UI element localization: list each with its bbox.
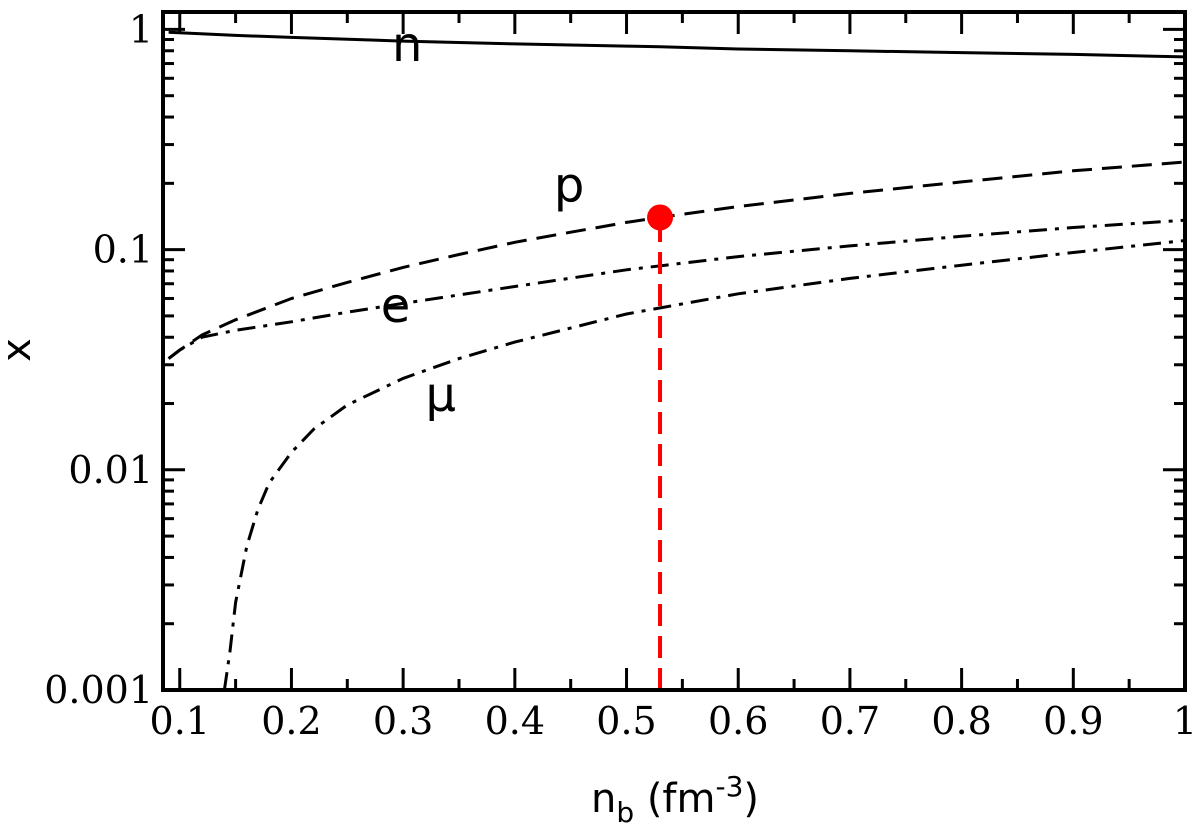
y-tick-label: 0.001 [44, 668, 153, 712]
series-layer [167, 30, 1186, 691]
marker-point [647, 204, 674, 231]
series-label-n: n [392, 17, 422, 73]
series-line-n [168, 30, 1186, 59]
y-tick-label: 0.01 [68, 448, 153, 492]
series-label-e: e [381, 278, 411, 334]
x-tick-label: 0.7 [820, 699, 880, 743]
y-tick-label: 0.1 [93, 228, 153, 272]
x-tick-label: 0.1 [150, 699, 210, 743]
y-tick-label: 1 [129, 7, 153, 51]
series-line-p [167, 160, 1186, 360]
x-axis-label-main: n [591, 776, 616, 822]
y-axis-label: x [0, 338, 40, 362]
x-tick-label: 1 [1173, 699, 1197, 743]
series-label-mu: μ [425, 367, 456, 423]
tick-labels-layer: 0.1 0.2 0.3 0.4 0.5 0.6 0.7 0.8 0.9 1 0.001 0.01 0.1… [44, 7, 1197, 743]
x-tick-label: 0.4 [485, 699, 545, 743]
series-label-p: p [554, 158, 584, 214]
series-labels-layer: n p eμ [381, 17, 585, 423]
x-axis-label: nb (fm-3) [591, 770, 759, 829]
x-tick-label: 0.8 [931, 699, 991, 743]
series-line-mu [222, 239, 1186, 691]
x-axis-label-exp: -3 [715, 770, 743, 803]
x-tick-label: 0.9 [1043, 699, 1103, 743]
x-axis-label-unit: (fm [634, 776, 715, 822]
series-line-e [167, 218, 1186, 360]
plot-frame [161, 10, 1187, 692]
x-tick-label: 0.2 [261, 699, 321, 743]
x-axis-label-close: ) [743, 776, 759, 822]
x-tick-label: 0.3 [373, 699, 433, 743]
x-tick-label: 0.5 [596, 699, 656, 743]
x-tick-label: 0.6 [708, 699, 768, 743]
x-axis-label-sub: b [616, 796, 634, 829]
ticks-layer [163, 12, 1187, 692]
